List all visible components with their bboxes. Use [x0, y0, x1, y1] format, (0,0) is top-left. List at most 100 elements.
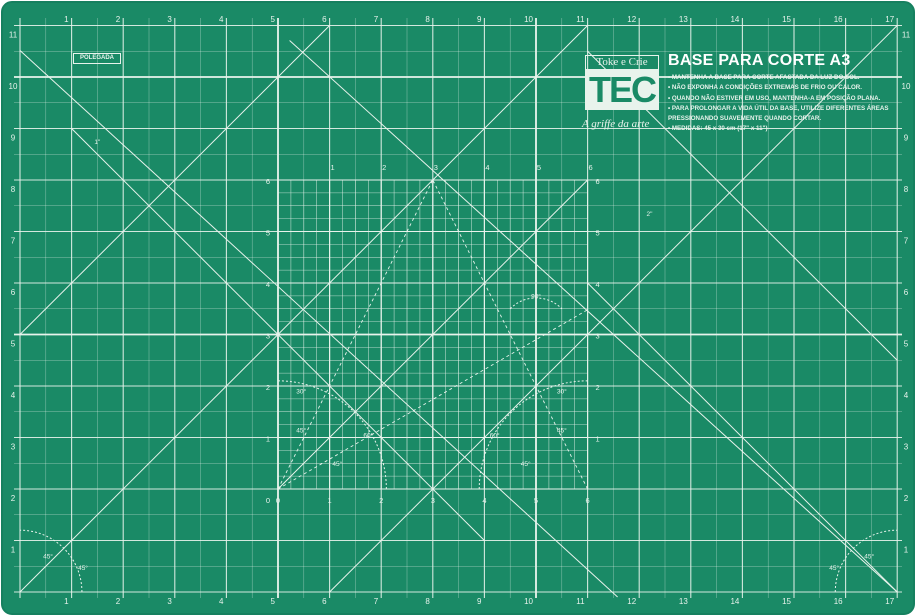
- scale-top-label: 14: [730, 15, 739, 24]
- inner-right-label: 3: [596, 332, 600, 341]
- scale-top-label: 2: [116, 15, 121, 24]
- scale-left-label: 5: [11, 340, 16, 349]
- scale-bottom-label: 15: [782, 597, 791, 606]
- angle-label: 45°: [43, 553, 53, 561]
- product-title: BASE PARA CORTE A3: [668, 52, 851, 69]
- inner-left-label: 3: [266, 332, 270, 341]
- scale-bottom-label: 17: [885, 597, 894, 606]
- inner-right-label: 6: [596, 177, 600, 186]
- angle-label: 45°: [829, 564, 839, 572]
- protractor-arc: [478, 380, 588, 490]
- inner-bottom-label: 0: [276, 496, 280, 505]
- scale-top-label: 9: [477, 15, 482, 24]
- diagonal-guide: [19, 25, 588, 593]
- dashed-angle-guide: [277, 179, 434, 490]
- angle-label: 30°: [296, 388, 306, 396]
- scale-left-label: 9: [11, 134, 16, 143]
- logo-top-text: Toke e Crie: [585, 55, 659, 70]
- inner-bottom-label: 1: [328, 496, 332, 505]
- angle-label-top: 90°: [531, 292, 541, 300]
- scale-bottom-label: 12: [627, 597, 636, 606]
- diagonal-guide: [587, 282, 898, 593]
- scale-left-label: 4: [11, 391, 16, 400]
- scale-top-label: 4: [219, 15, 224, 24]
- angle-label: 45°: [557, 426, 567, 434]
- scale-bottom-label: 4: [219, 597, 224, 606]
- inner-right-label: 2: [596, 383, 600, 392]
- inner-right-label: 5: [596, 229, 600, 238]
- inner-bottom-label: 4: [482, 496, 486, 505]
- scale-right-label: 8: [904, 185, 909, 194]
- inner-left-label: 4: [266, 280, 270, 289]
- scale-bottom-label: 16: [834, 597, 843, 606]
- diagonal-guide: [71, 128, 485, 541]
- scale-right-label: 7: [904, 237, 909, 246]
- inner-top-label: 4: [485, 163, 489, 172]
- care-note: • MEDIDAS: 45 x 30 cm (17" x 11"): [668, 125, 768, 133]
- scale-left-label: 1: [11, 546, 16, 555]
- inner-top-label: 3: [434, 163, 438, 172]
- scale-bottom-label: 9: [477, 597, 482, 606]
- scale-left-label: 10: [9, 82, 18, 91]
- angle-label: 30°: [557, 388, 567, 396]
- scale-right-label: 4: [904, 391, 909, 400]
- logo-main-text: TEC: [585, 70, 659, 110]
- scale-right-label: 11: [902, 31, 911, 40]
- scale-bottom-label: 1: [64, 597, 69, 606]
- scale-bottom-label: 6: [322, 597, 327, 606]
- diagonal-guide: [19, 25, 330, 335]
- brand-panel: Toke e Crie TEC A griffe da arte BASE PA…: [582, 52, 889, 152]
- scale-right-label: 1: [904, 546, 909, 555]
- scale-top-label: 10: [524, 15, 533, 24]
- angle-label: 60°: [363, 432, 373, 440]
- angle-label: 45°: [78, 564, 88, 572]
- scale-top-label: 5: [271, 15, 276, 24]
- care-instructions: • MANTENHA A BASE PARA CORTE AFASTADA DA…: [668, 73, 889, 135]
- scale-left-label: 11: [9, 31, 18, 40]
- inner-left-label: 1: [266, 435, 270, 444]
- scale-top-label: 17: [885, 15, 894, 24]
- angle-label: 45°: [332, 460, 342, 468]
- scale-right-label: 5: [904, 340, 909, 349]
- inner-left-label: 6: [266, 177, 270, 186]
- care-note: PRESSIONANDO SUAVEMENTE QUANDO CORTAR.: [668, 115, 822, 123]
- inner-top-label: 5: [537, 163, 541, 172]
- inch-marker: 1": [94, 139, 101, 146]
- diagonal-guide: [277, 179, 588, 490]
- scale-left-label: 6: [11, 288, 16, 297]
- scale-left-label: 8: [11, 185, 16, 194]
- inner-bottom-label: 6: [586, 496, 590, 505]
- scale-top-label: 8: [425, 15, 430, 24]
- protractor-arc: [19, 529, 83, 593]
- scale-right-label: 10: [902, 82, 911, 91]
- scale-top-label: 3: [167, 15, 172, 24]
- scale-bottom-label: 13: [679, 597, 688, 606]
- scale-bottom-label: 11: [576, 597, 585, 606]
- inner-right-label: 4: [596, 280, 600, 289]
- protractor-arc: [277, 380, 387, 490]
- scale-bottom-label: 10: [524, 597, 533, 606]
- scale-bottom-label: 8: [425, 597, 430, 606]
- unit-tag: POLEGADA: [73, 53, 121, 64]
- angle-label: 60°: [490, 432, 500, 440]
- scale-bottom-label: 5: [271, 597, 276, 606]
- angle-label: 45°: [864, 553, 874, 561]
- inner-top-label: 6: [589, 163, 593, 172]
- scale-labels: 1 2 3 4 5 6 7 8 9 10 11 12 13 14 15 16 171 2 3 4 5 6 7 8 9 10 11 12…: [9, 15, 911, 606]
- brand-logo: Toke e Crie TEC: [582, 52, 660, 110]
- brand-tagline: A griffe da arte: [582, 118, 650, 130]
- care-note: • PARA PROLONGAR A VIDA ÚTIL DA BASE, UT…: [668, 104, 889, 112]
- care-note: • MANTENHA A BASE PARA CORTE AFASTADA DA…: [668, 74, 860, 81]
- scale-right-label: 2: [904, 494, 909, 503]
- scale-top-label: 15: [782, 15, 791, 24]
- inner-top-label: 1: [331, 163, 335, 172]
- inner-left-label: 5: [266, 229, 270, 238]
- scale-right-label: 9: [904, 134, 909, 143]
- inner-left-label: 2: [266, 383, 270, 392]
- protractor-arc: [509, 297, 563, 310]
- main-grid: [14, 18, 902, 598]
- angle-label: 45°: [521, 460, 531, 468]
- scale-top-label: 11: [576, 15, 585, 24]
- scale-right-label: 3: [904, 443, 909, 452]
- diagonal-guide: [19, 50, 618, 598]
